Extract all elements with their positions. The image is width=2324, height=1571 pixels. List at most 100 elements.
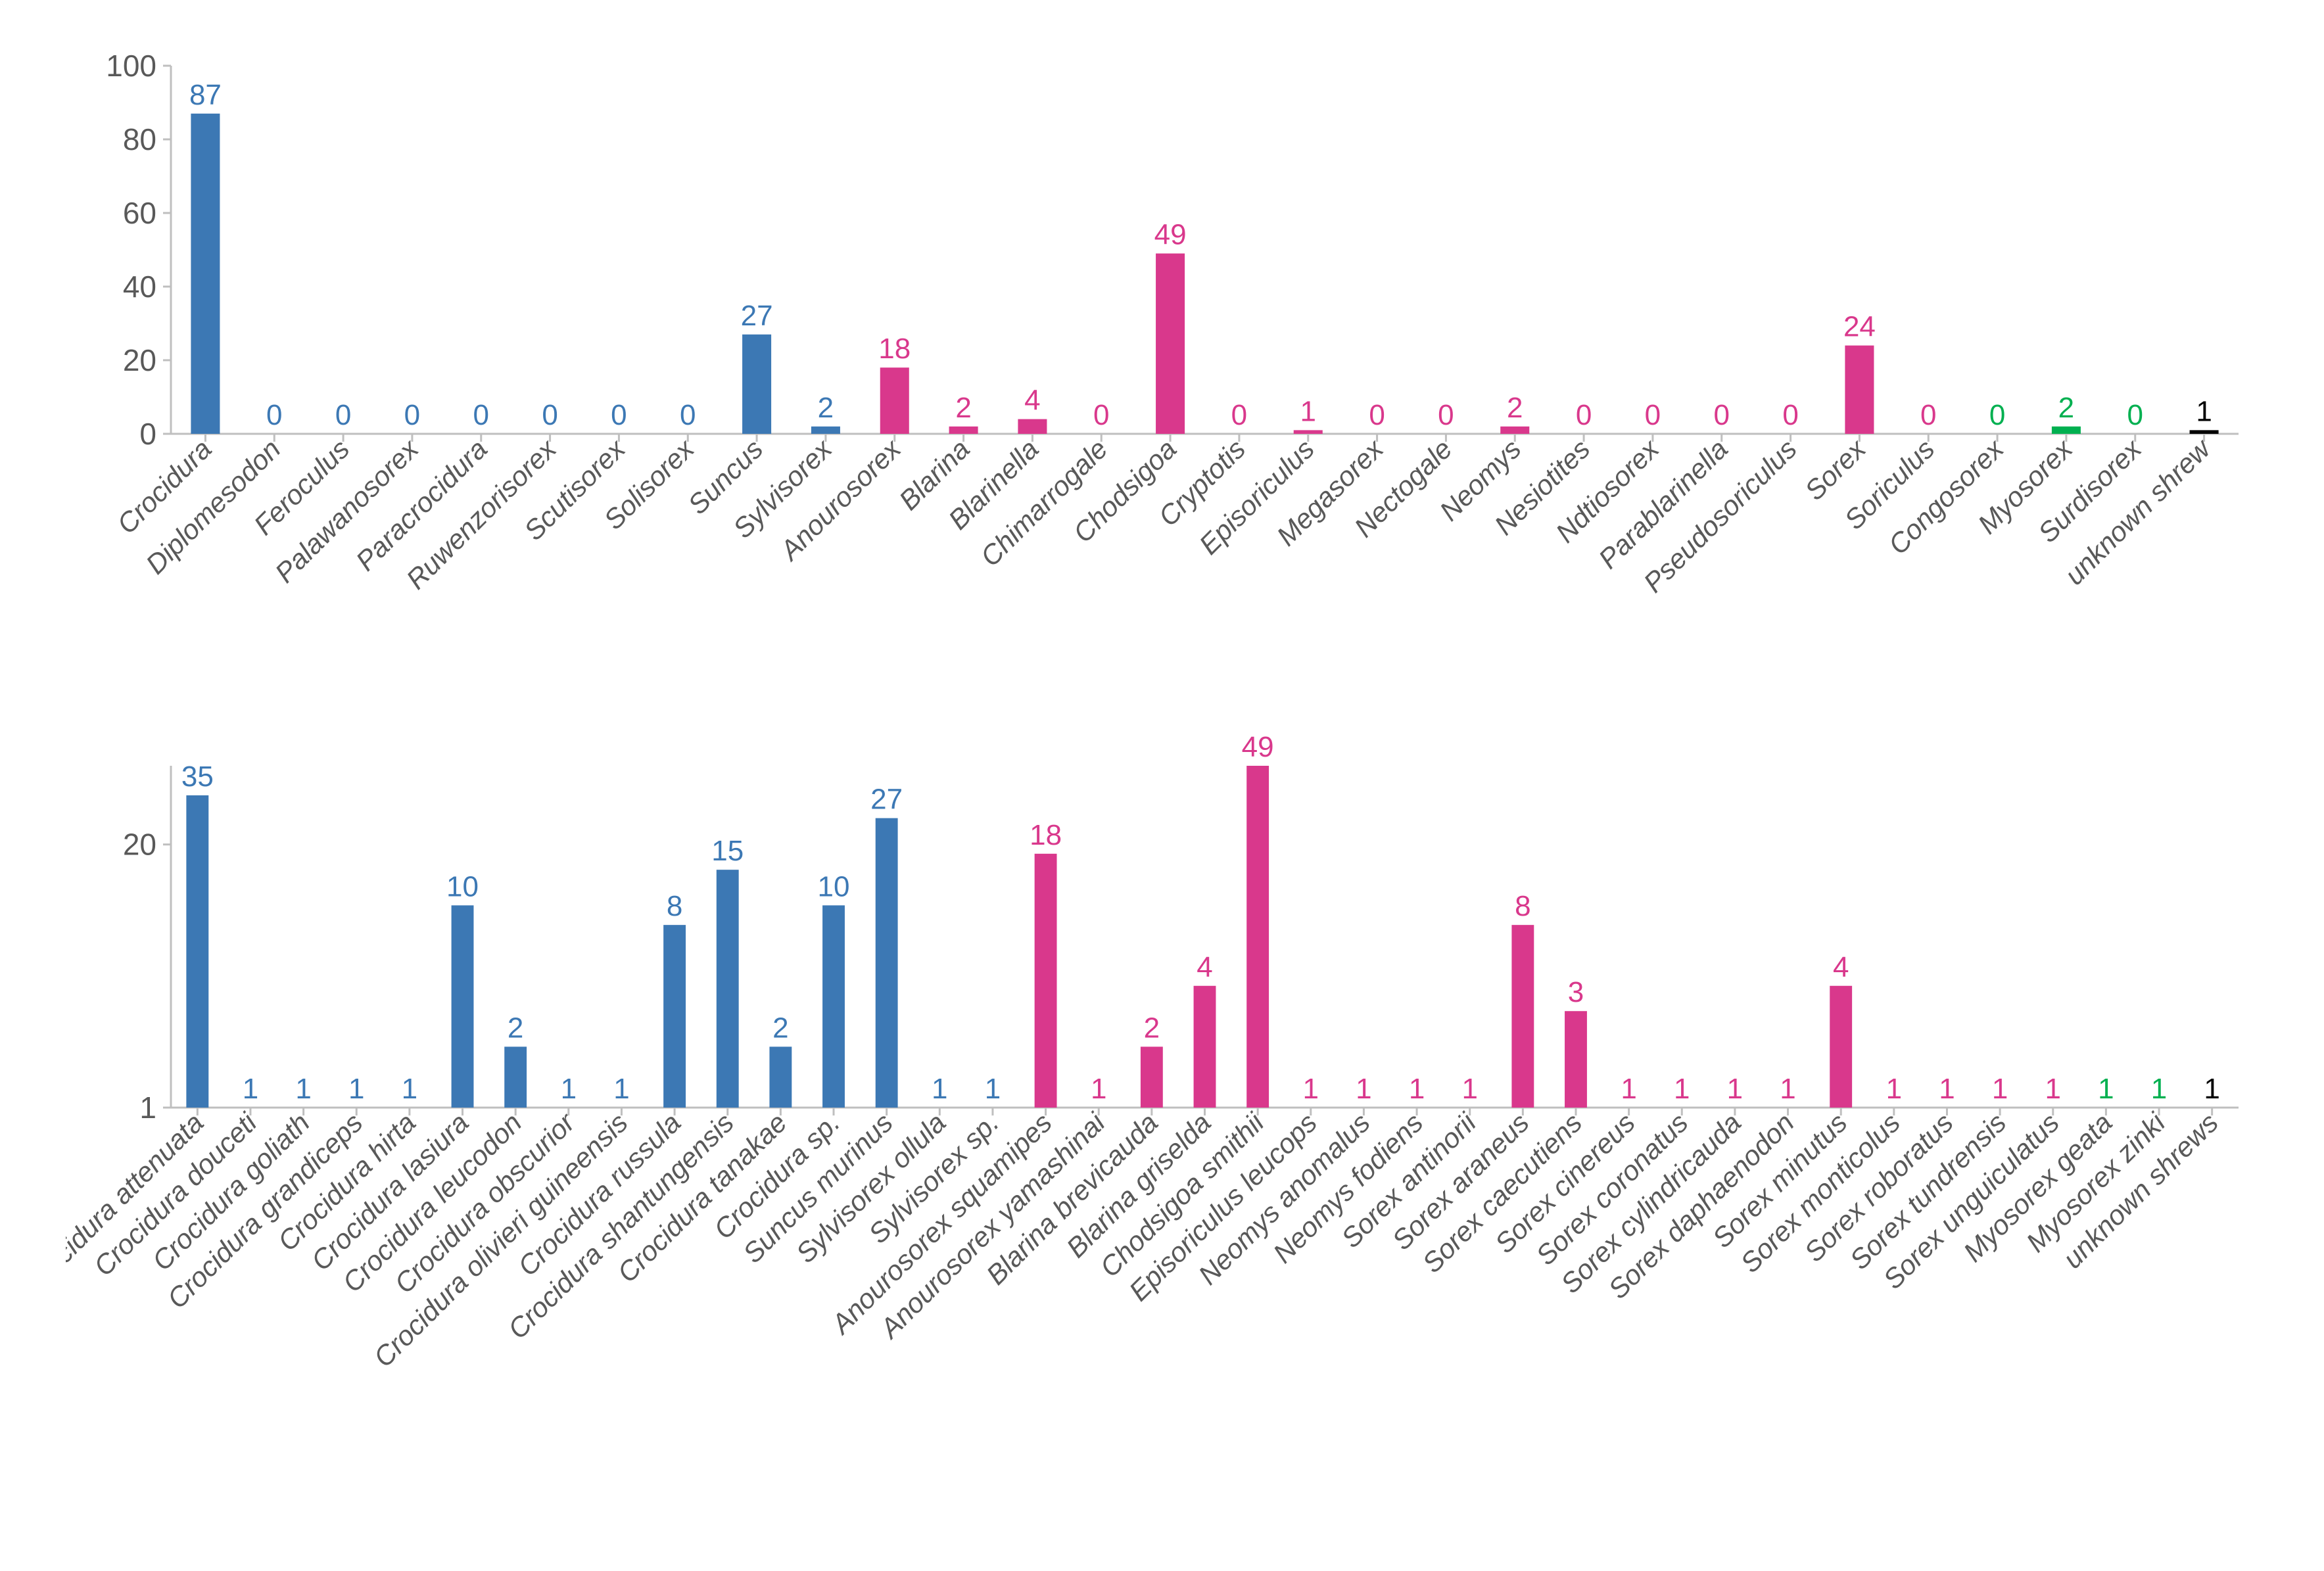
- bar-value-label: 0: [1989, 399, 2005, 431]
- axis-line: [171, 66, 2239, 434]
- bar: [1141, 1046, 1163, 1108]
- y-tick-label: 80: [123, 122, 156, 156]
- bar-value-label: 1: [1303, 1073, 1319, 1105]
- bar-value-label: 8: [1515, 890, 1530, 922]
- bar: [663, 925, 686, 1108]
- species-chart-svg: 12035Crocidura attenuata1Crocidura douce…: [66, 700, 2258, 1541]
- bar: [1565, 1011, 1587, 1108]
- bar: [717, 870, 739, 1108]
- bar-value-label: 2: [2058, 392, 2074, 424]
- y-tick-label: 100: [106, 49, 156, 83]
- bar-value-label: 4: [1833, 951, 1849, 983]
- bar-value-label: 0: [1438, 399, 1454, 431]
- bar-value-label: 1: [1409, 1073, 1425, 1105]
- genus-chart-svg: 02040608010087Crocidura0Diplomesodon0Fer…: [66, 26, 2258, 697]
- y-tick-label: 60: [123, 196, 156, 230]
- bar-value-label: 0: [473, 399, 489, 431]
- bar: [949, 427, 978, 434]
- bar: [452, 905, 474, 1108]
- bar: [504, 1046, 527, 1108]
- bar-value-label: 1: [985, 1073, 1001, 1105]
- bar-value-label: 1: [1621, 1073, 1636, 1105]
- species-chart: 12035Crocidura attenuata1Crocidura douce…: [66, 700, 2258, 1545]
- bar-value-label: 1: [1727, 1073, 1743, 1105]
- bar: [186, 795, 208, 1108]
- bar-value-label: 87: [189, 79, 222, 111]
- bar-value-label: 3: [1568, 976, 1584, 1008]
- bar-value-label: 0: [1369, 399, 1385, 431]
- bar-value-label: 2: [818, 392, 834, 424]
- bar-value-label: 0: [2127, 399, 2143, 431]
- bar-value-label: 0: [1231, 399, 1247, 431]
- bar: [1246, 766, 1269, 1108]
- bar: [1500, 427, 1529, 434]
- bar-value-label: 2: [1144, 1012, 1160, 1044]
- bar-value-label: 1: [561, 1073, 577, 1105]
- bar-value-label: 1: [2045, 1073, 2061, 1105]
- bar-value-label: 2: [508, 1012, 523, 1044]
- bar-value-label: 1: [1300, 395, 1316, 427]
- bar-value-label: 27: [870, 784, 903, 816]
- y-tick-label: 20: [123, 343, 156, 377]
- bar-value-label: 4: [1197, 951, 1212, 983]
- bar-value-label: 1: [1356, 1073, 1371, 1105]
- bar-value-label: 0: [1093, 399, 1109, 431]
- bar: [1845, 346, 1874, 434]
- bar-value-label: 1: [2196, 395, 2212, 427]
- bar-value-label: 1: [1091, 1073, 1106, 1105]
- y-tick-label: 1: [139, 1090, 156, 1125]
- bar-value-label: 1: [1780, 1073, 1795, 1105]
- bar: [822, 905, 845, 1108]
- bar-value-label: 1: [613, 1073, 629, 1105]
- y-tick-label: 40: [123, 270, 156, 304]
- bar: [191, 114, 220, 434]
- page: 02040608010087Crocidura0Diplomesodon0Fer…: [0, 0, 2324, 1571]
- bar: [876, 818, 898, 1108]
- bar-value-label: 0: [680, 399, 696, 431]
- bar-value-label: 1: [1461, 1073, 1477, 1105]
- bar: [1194, 986, 1216, 1108]
- genus-chart: 02040608010087Crocidura0Diplomesodon0Fer…: [66, 26, 2258, 700]
- bar-value-label: 18: [1030, 819, 1062, 851]
- y-tick-label: 0: [139, 417, 156, 451]
- bar-value-label: 27: [741, 300, 773, 332]
- bar-value-label: 49: [1154, 219, 1187, 251]
- bar-value-label: 10: [446, 870, 479, 903]
- bar: [1156, 254, 1185, 434]
- bar-value-label: 0: [1576, 399, 1592, 431]
- bar: [1511, 925, 1534, 1108]
- bar-value-label: 1: [402, 1073, 417, 1105]
- bar-value-label: 1: [932, 1073, 947, 1105]
- bar-value-label: 1: [2098, 1073, 2114, 1105]
- y-tick-label: 20: [123, 828, 156, 862]
- bar: [2052, 427, 2081, 434]
- bar-value-label: 0: [1645, 399, 1661, 431]
- bar: [1018, 419, 1047, 434]
- bar: [742, 335, 771, 434]
- bar-value-label: 0: [542, 399, 557, 431]
- bar-value-label: 10: [818, 870, 850, 903]
- bar-value-label: 0: [266, 399, 282, 431]
- bar-value-label: 1: [1939, 1073, 1955, 1105]
- bar-value-label: 1: [1886, 1073, 1902, 1105]
- bar-value-label: 1: [348, 1073, 364, 1105]
- bar-value-label: 0: [611, 399, 627, 431]
- bar-value-label: 2: [772, 1012, 788, 1044]
- bar-value-label: 4: [1024, 385, 1040, 417]
- bar-value-label: 15: [711, 835, 744, 867]
- bar-value-label: 0: [1920, 399, 1936, 431]
- bar-value-label: 1: [2204, 1073, 2219, 1105]
- bar-value-label: 24: [1843, 311, 1876, 343]
- bar-value-label: 35: [181, 761, 214, 793]
- bar-value-label: 1: [2151, 1073, 2167, 1105]
- bar: [811, 427, 840, 434]
- bar: [880, 367, 909, 434]
- bar-value-label: 49: [1242, 731, 1274, 763]
- bar-value-label: 0: [335, 399, 351, 431]
- bar: [1035, 854, 1057, 1108]
- bar-value-label: 1: [295, 1073, 311, 1105]
- bar-value-label: 0: [404, 399, 420, 431]
- bar-value-label: 1: [243, 1073, 258, 1105]
- bar-value-label: 1: [1992, 1073, 2008, 1105]
- bar-value-label: 0: [1714, 399, 1730, 431]
